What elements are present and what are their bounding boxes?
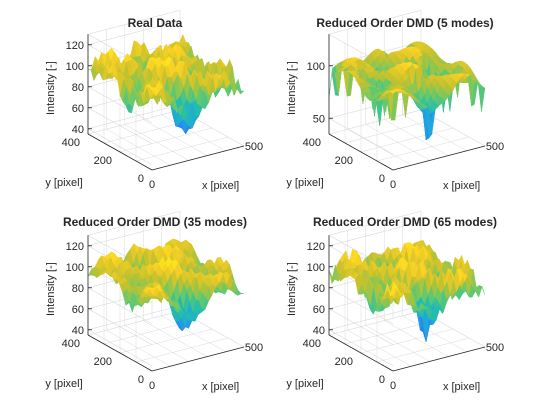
axis-lines xyxy=(328,34,486,171)
z-axis-label: Intensity [-] xyxy=(45,262,57,316)
z-axis-label: Intensity [-] xyxy=(45,61,57,115)
z-tick-label: 80 xyxy=(72,283,84,295)
y-tick-label: 200 xyxy=(335,356,353,368)
x-tick-label: 0 xyxy=(149,179,155,191)
x-tick-label: 0 xyxy=(149,380,155,392)
x-tick-label: 500 xyxy=(486,342,504,354)
y-tick-label: 200 xyxy=(94,155,112,167)
y-axis-label: y [pixel] xyxy=(286,177,323,189)
z-tick-label: 50 xyxy=(313,113,325,125)
x-tick-label: 500 xyxy=(245,141,263,153)
y-tick-label: 400 xyxy=(62,137,80,149)
y-tick-label: 200 xyxy=(94,356,112,368)
axis-lines xyxy=(87,34,245,171)
x-tick-label: 500 xyxy=(486,141,504,153)
x-tick-label: 0 xyxy=(390,380,396,392)
y-tick-label: 400 xyxy=(303,137,321,149)
chart-title: Reduced Order DMD (65 modes) xyxy=(313,215,497,229)
surface-plot-1: 40 60 80 100 120 0 200 400 0 500 Real Data x [pixel… xyxy=(45,9,263,192)
x-tick-label: 500 xyxy=(245,342,263,354)
z-tick-label: 40 xyxy=(313,325,325,337)
surface-mesh xyxy=(87,238,245,332)
z-axis-label: Intensity [-] xyxy=(286,262,298,316)
z-tick-label: 100 xyxy=(307,262,325,274)
y-tick-label: 0 xyxy=(138,173,144,185)
z-tick-label: 60 xyxy=(72,103,84,115)
x-axis-label: x [pixel] xyxy=(202,381,239,393)
y-axis-label: y [pixel] xyxy=(45,177,82,189)
surface-plot-3: 40 60 80 100 120 0 200 400 0 500 Reduced Order DMD… xyxy=(45,210,263,393)
x-tick-label: 0 xyxy=(390,179,396,191)
y-tick-label: 0 xyxy=(379,374,385,386)
y-axis-label: y [pixel] xyxy=(45,378,82,390)
z-tick-label: 100 xyxy=(307,61,325,73)
axis-lines xyxy=(87,235,245,372)
z-tick-label: 80 xyxy=(72,82,84,94)
surface-plot-4: 40 60 80 100 120 0 200 400 0 500 Reduced Order DMD… xyxy=(286,210,504,393)
y-tick-label: 400 xyxy=(303,338,321,350)
z-tick-label: 120 xyxy=(66,40,84,52)
chart-title: Reduced Order DMD (35 modes) xyxy=(63,215,247,229)
z-tick-label: 100 xyxy=(66,61,84,73)
y-axis-label: y [pixel] xyxy=(286,378,323,390)
x-axis-label: x [pixel] xyxy=(202,180,239,192)
z-tick-label: 80 xyxy=(313,283,325,295)
z-tick-label: 120 xyxy=(307,241,325,253)
chart-title: Reduced Order DMD (5 modes) xyxy=(316,16,493,30)
y-tick-label: 0 xyxy=(138,374,144,386)
z-tick-label: 120 xyxy=(66,241,84,253)
z-tick-label: 60 xyxy=(72,304,84,316)
y-tick-label: 200 xyxy=(335,155,353,167)
surface-plot-2: 50 100 0 200 400 0 500 Reduced Order DMD (5 mod… xyxy=(286,9,504,192)
z-tick-label: 40 xyxy=(72,124,84,136)
chart-title: Real Data xyxy=(128,16,183,30)
x-axis-label: x [pixel] xyxy=(443,381,480,393)
z-axis-label: Intensity [-] xyxy=(286,61,298,115)
z-tick-label: 40 xyxy=(72,325,84,337)
axis-lines xyxy=(328,235,486,372)
surface-mesh xyxy=(328,240,486,343)
z-tick-label: 60 xyxy=(313,304,325,316)
y-tick-label: 0 xyxy=(379,173,385,185)
x-axis-label: x [pixel] xyxy=(443,180,480,192)
y-tick-label: 400 xyxy=(62,338,80,350)
surface-mesh xyxy=(328,41,486,141)
surface-mesh xyxy=(87,34,245,135)
z-tick-label: 100 xyxy=(66,262,84,274)
